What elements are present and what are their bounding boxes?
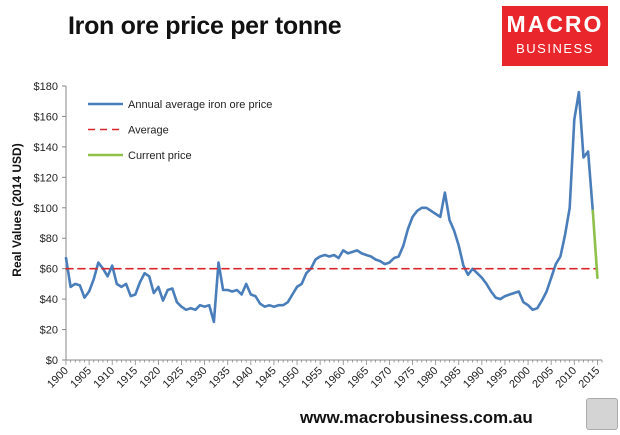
y-tick-label: $0	[46, 355, 58, 367]
x-tick-label: 1940	[230, 365, 256, 391]
x-tick-label: 2000	[507, 365, 533, 391]
website-url: www.macrobusiness.com.au	[300, 408, 533, 427]
series-line-annual-average	[64, 90, 595, 324]
x-tick-label: 1945	[253, 365, 279, 391]
x-tick-label: 1975	[392, 365, 418, 391]
x-tick-label: 1985	[438, 365, 464, 391]
x-tick-label: 1920	[138, 365, 164, 391]
wolf-badge-icon	[586, 398, 618, 430]
x-tick-label: 1990	[461, 365, 487, 391]
x-tick-label: 1910	[91, 365, 117, 391]
x-tick-label: 1965	[345, 365, 371, 391]
legend-item-average-label: Average	[128, 125, 169, 137]
x-tick-label: 1980	[415, 365, 441, 391]
legend-item-annual-average-label: Annual average iron ore price	[128, 99, 272, 111]
x-tick-label: 1960	[322, 365, 348, 391]
x-tick-label: 1930	[184, 365, 210, 391]
x-tick-label: 1925	[161, 365, 187, 391]
x-tick-label: 2005	[530, 365, 556, 391]
y-tick-label: $120	[34, 172, 58, 184]
series-line-current-price	[591, 209, 599, 280]
x-tick-label: 2015	[577, 365, 603, 391]
x-tick-label: 1900	[45, 365, 71, 391]
y-tick-label: $160	[34, 111, 58, 123]
x-tick-label: 1905	[68, 365, 94, 391]
legend-item-current-price-label: Current price	[128, 150, 192, 162]
y-tick-label: $20	[40, 325, 58, 337]
x-tick-label: 1950	[276, 365, 302, 391]
x-tick-label: 1955	[299, 365, 325, 391]
y-tick-label: $80	[40, 233, 58, 245]
y-tick-label: $140	[34, 142, 58, 154]
x-tick-label: 1915	[114, 365, 140, 391]
x-tick-label: 2010	[553, 365, 579, 391]
chart-title: Iron ore price per tonne	[68, 12, 342, 40]
logo-line-1: MACRO	[506, 11, 604, 37]
x-tick-label: 1970	[369, 365, 395, 391]
x-tick-label: 1935	[207, 365, 233, 391]
macrobusiness-logo: MACRO BUSINESS	[502, 6, 608, 66]
y-tick-label: $100	[34, 203, 58, 215]
logo-line-2: BUSINESS	[516, 41, 594, 56]
y-tick-label: $180	[34, 81, 58, 93]
y-tick-label: $60	[40, 264, 58, 276]
x-tick-label: 1995	[484, 365, 510, 391]
y-tick-label: $40	[40, 294, 58, 306]
